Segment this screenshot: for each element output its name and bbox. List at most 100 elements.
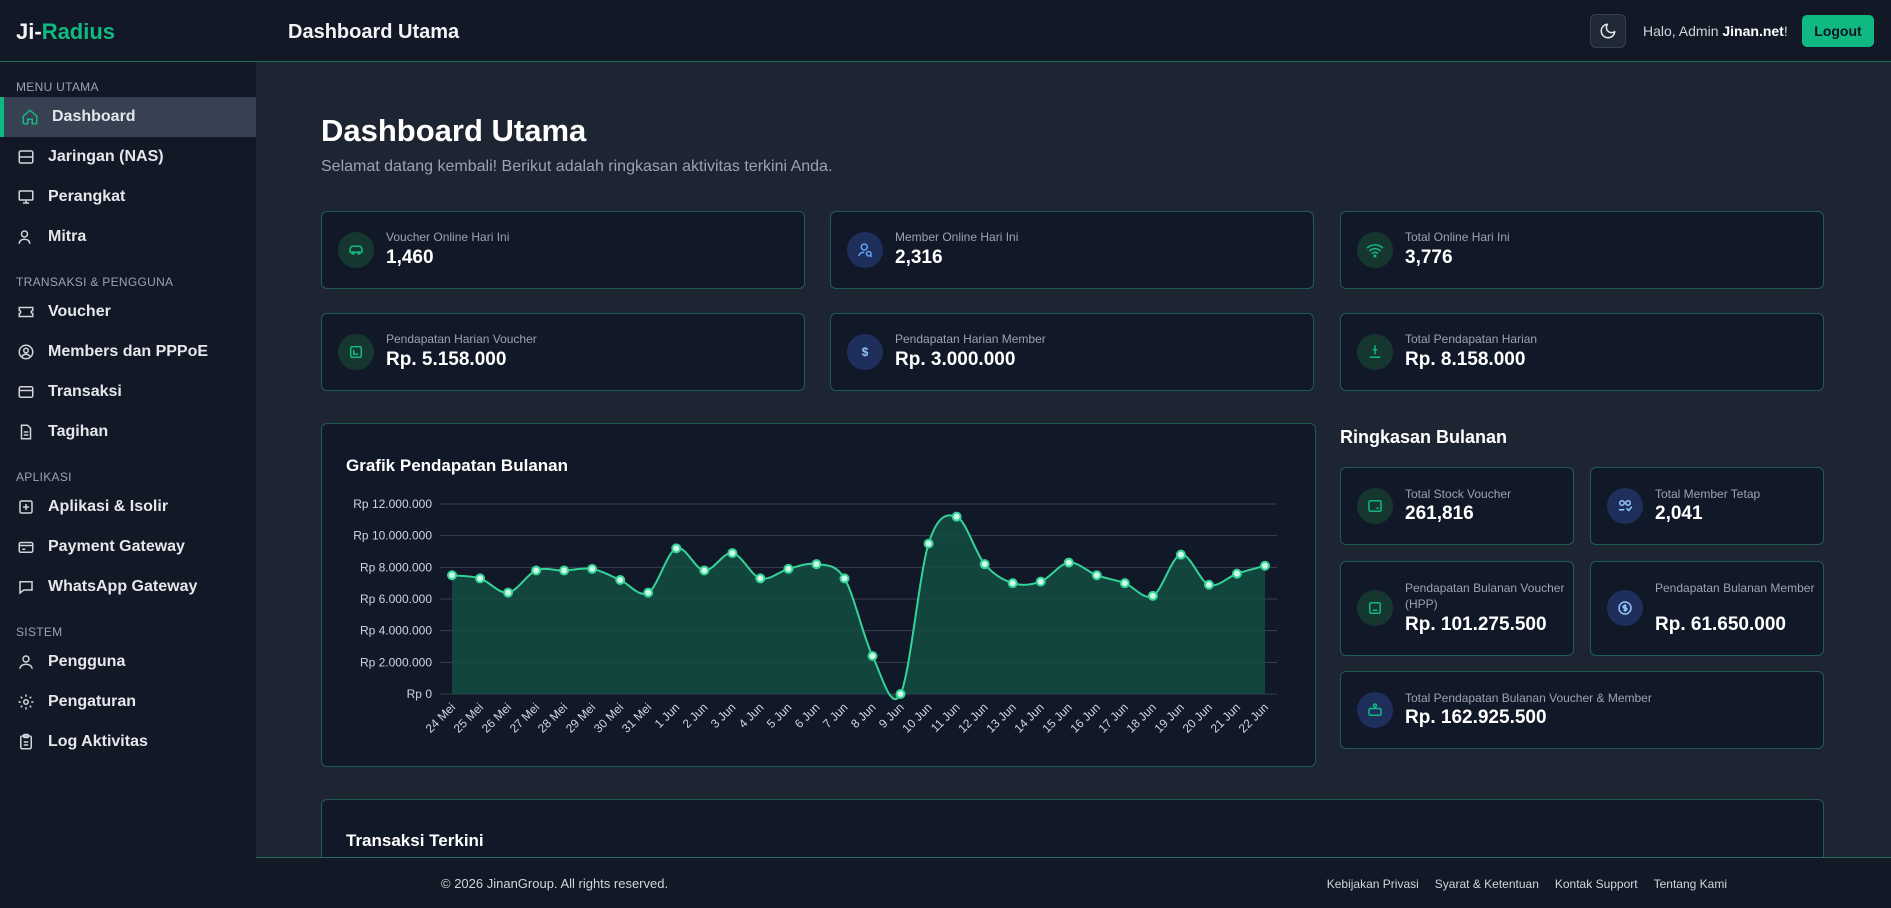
stat-label: Total Pendapatan Harian — [1405, 332, 1538, 346]
data-point — [559, 565, 570, 576]
stat-value: 3,776 — [1405, 247, 1453, 268]
sidebar-item-log-aktivitas[interactable]: Log Aktivitas — [0, 722, 256, 762]
stat-label: Pendapatan Harian Voucher — [386, 332, 537, 346]
sidebar-item-dashboard[interactable]: Dashboard — [0, 97, 256, 137]
greeting-user: Jinan.net — [1722, 23, 1784, 39]
data-point — [1175, 549, 1186, 560]
summary-value: 261,816 — [1405, 503, 1474, 524]
page-title: Dashboard Utama — [321, 113, 587, 148]
x-tick-label: 6 Jun — [792, 700, 823, 731]
logout-button[interactable]: Logout — [1802, 15, 1874, 47]
coin-stack-icon — [1357, 334, 1393, 370]
recent-transactions-card: Transaksi Terkini — [321, 799, 1824, 857]
summary-label: Total Member Tetap — [1655, 487, 1761, 501]
x-tick-label: 17 Jun — [1096, 700, 1131, 735]
sidebar-item-members[interactable]: Members dan PPPoE — [0, 332, 256, 372]
sidebar-item-pengguna[interactable]: Pengguna — [0, 642, 256, 682]
home-icon — [20, 107, 40, 127]
stat-label: Member Online Hari Ini — [895, 230, 1019, 244]
sidebar-item-label: Dashboard — [52, 108, 136, 125]
data-point — [895, 689, 906, 699]
footer-link-support[interactable]: Kontak Support — [1554, 877, 1638, 891]
data-point — [811, 559, 822, 570]
sidebar-item-tagihan[interactable]: Tagihan — [0, 412, 256, 452]
footer-link-about[interactable]: Tentang Kami — [1653, 877, 1727, 891]
data-point — [1203, 579, 1214, 590]
x-tick-label: 2 Jun — [680, 700, 711, 731]
data-point — [671, 543, 682, 554]
stat-label: Voucher Online Hari Ini — [386, 230, 510, 244]
clipboard-icon — [16, 732, 36, 752]
y-tick-label: Rp 4.000.000 — [360, 624, 432, 638]
copyright-text: © 2026 JinanGroup. All rights reserved. — [441, 876, 669, 891]
data-point — [1091, 570, 1102, 581]
footer-link-privacy[interactable]: Kebijakan Privasi — [1326, 877, 1419, 891]
sidebar-item-pengaturan[interactable]: Pengaturan — [0, 682, 256, 722]
brand-logo[interactable]: Ji-Radius — [16, 19, 115, 45]
sidebar-item-label: Voucher — [48, 303, 111, 320]
footer-link-terms[interactable]: Syarat & Ketentuan — [1434, 877, 1539, 891]
sidebar-item-label: Aplikasi & Isolir — [48, 498, 169, 515]
theme-toggle-button[interactable] — [1590, 14, 1626, 48]
user-circle-icon — [16, 342, 36, 362]
sidebar-item-payment-gateway[interactable]: Payment Gateway — [0, 527, 256, 567]
sidebar-item-jaringan[interactable]: Jaringan (NAS) — [0, 137, 256, 177]
user-search-icon — [847, 232, 883, 268]
data-point — [783, 563, 794, 574]
x-tick-label: 19 Jun — [1152, 700, 1187, 735]
summary-label: Total Stock Voucher — [1405, 487, 1512, 501]
members-icon — [1607, 488, 1643, 524]
summary-card-member-tetap: Total Member Tetap 2,041 — [1590, 467, 1824, 545]
data-point — [615, 575, 626, 585]
summary-heading: Ringkasan Bulanan — [1340, 427, 1508, 447]
header-title: Dashboard Utama — [288, 21, 460, 43]
page-subtitle: Selamat datang kembali! Berikut adalah r… — [321, 158, 833, 175]
data-point — [1007, 578, 1018, 589]
x-tick-label: 4 Jun — [736, 700, 767, 731]
recent-transactions-title: Transaksi Terkini — [346, 831, 484, 850]
wifi-icon — [1357, 232, 1393, 268]
data-point — [951, 511, 962, 522]
sidebar-item-transaksi[interactable]: Transaksi — [0, 372, 256, 412]
x-tick-label: 20 Jun — [1180, 700, 1215, 735]
sidebar-item-label: Members dan PPPoE — [48, 343, 209, 360]
sidebar-item-label: Tagihan — [48, 423, 109, 440]
user-greeting: Halo, Admin Jinan.net! — [1643, 23, 1788, 39]
sidebar-item-whatsapp-gateway[interactable]: WhatsApp Gateway — [0, 567, 256, 607]
data-point — [699, 565, 710, 576]
sidebar-item-aplikasi[interactable]: Aplikasi & Isolir — [0, 487, 256, 527]
chart-title: Grafik Pendapatan Bulanan — [346, 456, 568, 475]
sidebar-item-label: WhatsApp Gateway — [48, 578, 198, 595]
summary-card-pendapatan-member: Pendapatan Bulanan Member Rp. 61.650.000 — [1590, 561, 1824, 656]
sidebar-item-mitra[interactable]: Mitra — [0, 217, 256, 257]
sidebar-item-voucher[interactable]: Voucher — [0, 292, 256, 332]
data-point — [1260, 560, 1270, 571]
summary-label: Pendapatan Bulanan Member — [1655, 581, 1815, 595]
moon-icon — [1600, 23, 1616, 39]
x-tick-label: 13 Jun — [983, 700, 1018, 735]
sidebar-item-label: Pengaturan — [48, 693, 137, 710]
data-point — [643, 587, 654, 598]
sidebar-item-label: Perangkat — [48, 188, 126, 205]
data-point — [727, 548, 738, 559]
x-tick-label: 3 Jun — [708, 700, 739, 731]
data-point — [867, 651, 878, 661]
stat-card-total-pendapatan: Total Pendapatan Harian Rp. 8.158.000 — [1340, 313, 1824, 391]
main-content: Dashboard Utama Selamat datang kembali! … — [256, 62, 1891, 857]
summary-card-total-bulanan: Total Pendapatan Bulanan Voucher & Membe… — [1340, 671, 1824, 749]
stat-card-pendapatan-voucher: Pendapatan Harian Voucher Rp. 5.158.000 — [321, 313, 805, 391]
sidebar-item-perangkat[interactable]: Perangkat — [0, 177, 256, 217]
y-tick-label: Rp 2.000.000 — [360, 655, 432, 669]
server-icon — [16, 147, 36, 167]
data-point — [1035, 576, 1046, 587]
summary-label: Total Pendapatan Bulanan Voucher & Membe… — [1405, 691, 1652, 705]
y-tick-label: Rp 8.000.000 — [360, 560, 432, 574]
stat-value: 2,316 — [895, 247, 943, 268]
sidebar-item-label: Log Aktivitas — [48, 733, 148, 750]
x-tick-label: 15 Jun — [1040, 700, 1075, 735]
sidebar-section-aplikasi: APLIKASI — [16, 470, 72, 484]
x-tick-label: 10 Jun — [899, 700, 934, 735]
greeting-suffix: ! — [1783, 23, 1788, 39]
footer: © 2026 JinanGroup. All rights reserved. … — [256, 857, 1891, 908]
x-tick-label: 7 Jun — [820, 700, 851, 731]
